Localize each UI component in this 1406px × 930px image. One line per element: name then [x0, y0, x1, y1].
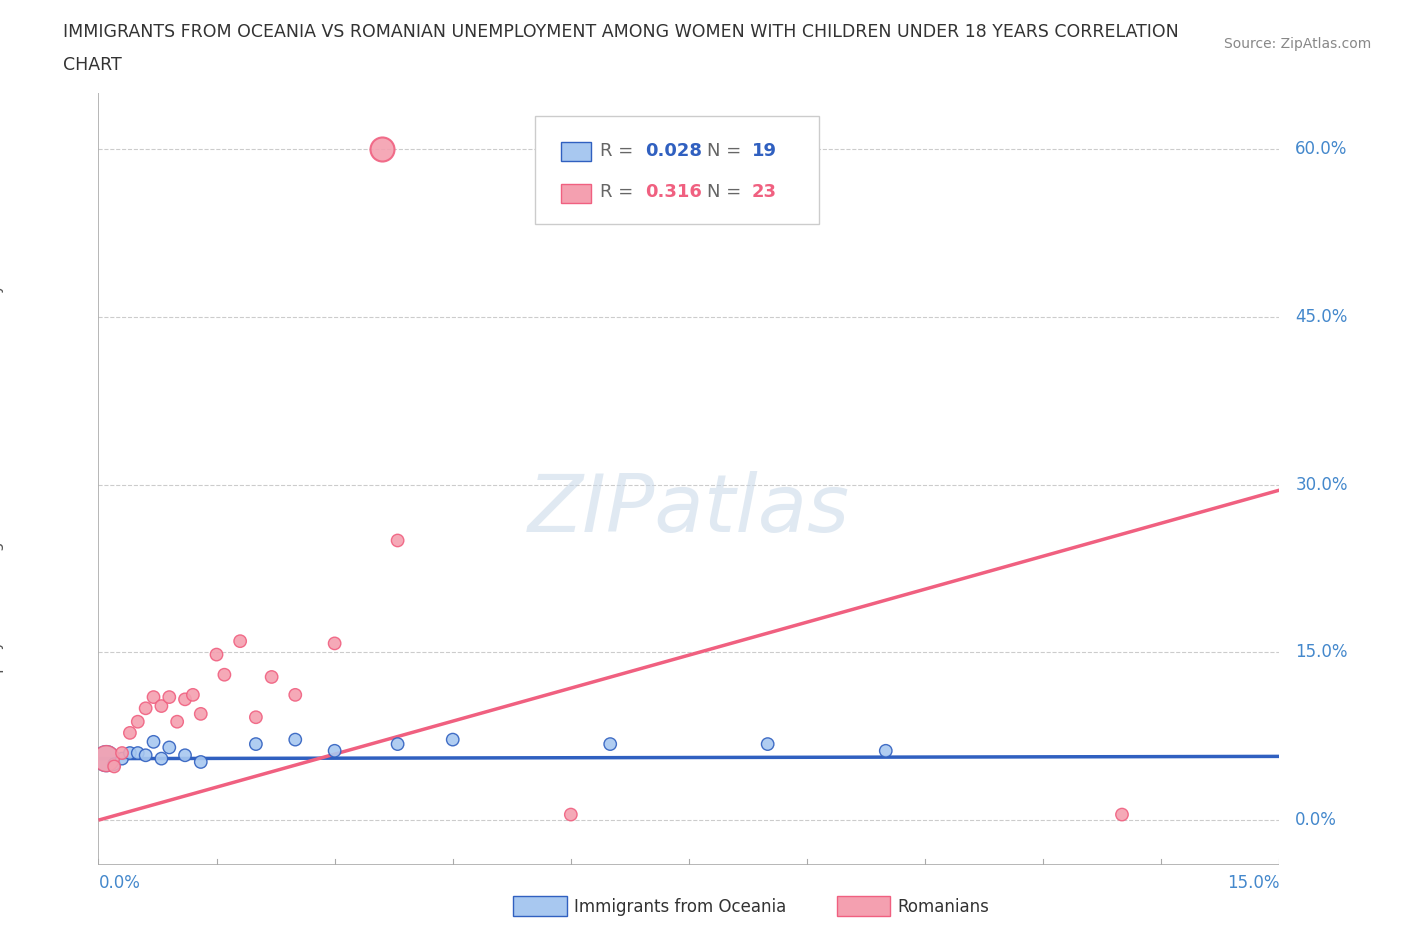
Point: [118, 725, 141, 740]
Text: 60.0%: 60.0%: [1295, 140, 1347, 158]
Point: [260, 670, 283, 684]
Text: N =: N =: [707, 141, 747, 160]
Text: ZIPatlas: ZIPatlas: [527, 471, 851, 549]
Point: [323, 636, 346, 651]
Point: [111, 746, 134, 761]
Point: [157, 740, 180, 755]
Point: [96, 751, 118, 766]
FancyBboxPatch shape: [561, 184, 591, 203]
Point: [371, 141, 394, 156]
Text: 45.0%: 45.0%: [1295, 308, 1347, 326]
Point: [181, 687, 204, 702]
Point: [387, 737, 409, 751]
Point: [560, 807, 582, 822]
Text: R =: R =: [600, 141, 640, 160]
Text: 15.0%: 15.0%: [1295, 644, 1348, 661]
Point: [190, 707, 212, 722]
Point: [441, 732, 464, 747]
Point: [135, 701, 157, 716]
Point: [1111, 807, 1133, 822]
Point: [205, 647, 228, 662]
Point: [245, 710, 267, 724]
Text: Unemployment Among Women with Children Under 18 years: Unemployment Among Women with Children U…: [0, 251, 4, 718]
Point: [150, 751, 173, 766]
Point: [214, 668, 236, 683]
Point: [127, 714, 149, 729]
Point: [387, 533, 409, 548]
Text: 15.0%: 15.0%: [1227, 874, 1279, 892]
Text: 0.0%: 0.0%: [98, 874, 141, 892]
Text: 23: 23: [752, 183, 776, 202]
Point: [157, 690, 180, 705]
Text: 0.0%: 0.0%: [1295, 811, 1337, 830]
Text: 0.316: 0.316: [645, 183, 702, 202]
Text: Immigrants from Oceania: Immigrants from Oceania: [574, 897, 786, 916]
Point: [103, 757, 125, 772]
Point: [875, 743, 897, 758]
Point: [174, 692, 197, 707]
Point: [103, 759, 125, 774]
Text: CHART: CHART: [63, 56, 122, 73]
Point: [599, 737, 621, 751]
Point: [166, 714, 188, 729]
Text: 0.028: 0.028: [645, 141, 702, 160]
FancyBboxPatch shape: [536, 116, 818, 224]
Point: [190, 754, 212, 769]
Text: IMMIGRANTS FROM OCEANIA VS ROMANIAN UNEMPLOYMENT AMONG WOMEN WITH CHILDREN UNDER: IMMIGRANTS FROM OCEANIA VS ROMANIAN UNEM…: [63, 23, 1180, 41]
Text: R =: R =: [600, 183, 640, 202]
Point: [284, 732, 307, 747]
FancyBboxPatch shape: [561, 142, 591, 161]
Text: 19: 19: [752, 141, 776, 160]
Point: [111, 751, 134, 766]
Point: [118, 746, 141, 761]
Point: [756, 737, 779, 751]
Point: [150, 698, 173, 713]
Point: [229, 633, 252, 648]
Text: N =: N =: [707, 183, 747, 202]
Point: [142, 735, 165, 750]
Point: [284, 687, 307, 702]
Point: [142, 690, 165, 705]
Text: Romanians: Romanians: [897, 897, 988, 916]
Point: [174, 748, 197, 763]
Point: [96, 751, 118, 766]
Text: Source: ZipAtlas.com: Source: ZipAtlas.com: [1223, 37, 1371, 51]
Point: [245, 737, 267, 751]
Text: 30.0%: 30.0%: [1295, 475, 1348, 494]
Point: [127, 746, 149, 761]
Point: [135, 748, 157, 763]
Point: [323, 743, 346, 758]
